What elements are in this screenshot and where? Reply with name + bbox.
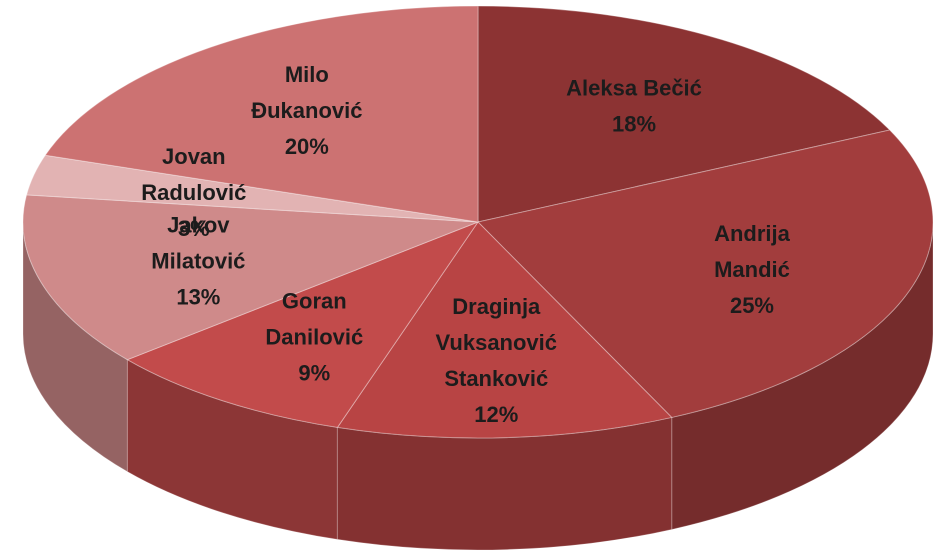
slice-value-label: 13% (176, 285, 220, 310)
slice-value-label: 12% (474, 402, 518, 427)
slice-label: Jakov Milatović (151, 213, 245, 274)
slice (44, 5, 479, 223)
slice-label: Andrija Mandić (714, 221, 791, 282)
slice-side (22, 221, 128, 473)
slice-label: Milo Đukanović (251, 62, 362, 123)
slice (126, 220, 480, 428)
slice-value-label: 9% (298, 360, 330, 385)
slice (477, 5, 891, 223)
slice (22, 194, 479, 361)
slice-value-label: 20% (285, 134, 329, 159)
slice (25, 154, 479, 223)
slice-label: Aleksa Bečić (566, 75, 702, 100)
slice (477, 129, 934, 418)
slice-label: Goran Danilović (265, 288, 363, 349)
slice-label: Jovan Radulović (141, 144, 246, 205)
slice (336, 221, 673, 439)
slice-value-label: 18% (612, 111, 656, 136)
slice-value-label: 3% (178, 216, 210, 241)
slice-value-label: 25% (730, 293, 774, 318)
slice-label: Draginja Vuksanović Stanković (436, 294, 557, 391)
